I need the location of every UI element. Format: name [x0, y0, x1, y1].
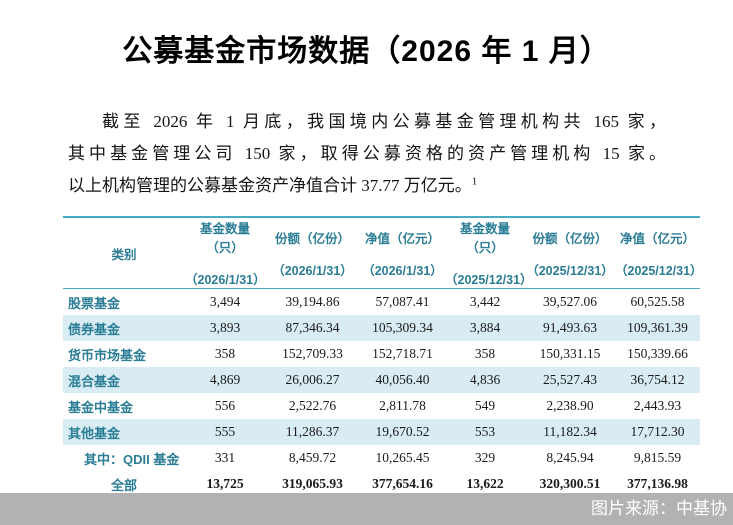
- cell: 2,811.78: [379, 398, 426, 413]
- cell: 2,522.76: [288, 398, 337, 413]
- cell: 39,194.86: [285, 294, 340, 309]
- column-header-nav-2025: 净值（亿元） （2025/12/31）: [615, 217, 703, 289]
- column-date: （2026/1/31）: [272, 263, 353, 278]
- row-label: 全部: [110, 477, 137, 493]
- cell: 26,006.27: [285, 372, 340, 387]
- cell: 87,346.34: [285, 320, 340, 335]
- cell: 555: [214, 424, 236, 439]
- paragraph-line-3-text: 以上机构管理的公募基金资产净值合计 37.77 万亿元。: [68, 176, 472, 195]
- cell: 3,893: [209, 320, 241, 335]
- cell: 10,265.45: [375, 450, 430, 465]
- cell: 3,884: [469, 320, 501, 335]
- column-date: （2025/12/31）: [445, 273, 533, 287]
- row-label: 混合基金: [68, 373, 121, 389]
- cell: 40,056.40: [375, 372, 430, 387]
- column-header-shares-2025: 份额（亿份） （2025/12/31）: [525, 217, 615, 289]
- cell: 2,238.90: [546, 398, 594, 413]
- cell: 150,331.15: [539, 346, 601, 361]
- cell: 8,459.72: [288, 450, 337, 465]
- cell: 17,712.30: [630, 424, 685, 439]
- cell: 109,361.39: [627, 320, 688, 335]
- cell: 13,622: [466, 476, 504, 491]
- column-date: （2025/12/31）: [615, 263, 703, 278]
- cell: 556: [214, 398, 236, 413]
- cell: 36,754.12: [630, 372, 685, 387]
- cell: 11,286.37: [285, 424, 340, 439]
- paragraph-line-3: 以上机构管理的公募基金资产净值合计 37.77 万亿元。1: [68, 170, 666, 202]
- cell: 152,718.71: [372, 346, 433, 361]
- cell: 152,709.33: [282, 346, 343, 361]
- page-title: 公募基金市场数据（2026 年 1 月）: [122, 35, 611, 68]
- column-title: 基金数量（只）: [199, 222, 250, 255]
- row-label: 货币市场基金: [68, 347, 147, 363]
- table-header-row: 类别 基金数量（只） （2026/1/31） 份额（亿份） （2026/1/31） …: [63, 217, 703, 289]
- column-title: 份额（亿份）: [274, 231, 350, 246]
- cell: 57,087.41: [375, 294, 430, 309]
- column-header-count-2025: 基金数量（只） （2025/12/31）: [445, 217, 533, 289]
- table-row-money-market: 货币市场基金 358 152,709.33 152,718.71 358 150…: [63, 341, 700, 367]
- cell: 358: [214, 346, 236, 361]
- cell: 3,442: [469, 294, 501, 309]
- row-label: 其他基金: [68, 425, 121, 441]
- cell: 4,836: [469, 372, 501, 387]
- table-row-other: 其他基金 555 11,286.37 19,670.52 553 11,182.…: [63, 419, 700, 445]
- cell: 150,339.66: [627, 346, 688, 361]
- cell: 60,525.58: [630, 294, 685, 309]
- cell: 2,443.93: [633, 398, 682, 413]
- cell: 91,493.63: [543, 320, 597, 335]
- row-label: 其中：QDII 基金: [84, 451, 180, 467]
- cell: 19,670.52: [375, 424, 430, 439]
- cell: 25,527.43: [543, 372, 597, 387]
- column-date: （2026/1/31）: [362, 263, 443, 278]
- paragraph-line-1: 截至 2026 年 1 月底，我国境内公募基金管理机构共 165 家，: [102, 112, 666, 131]
- cell: 329: [474, 450, 496, 465]
- cell: 39,527.06: [543, 294, 597, 309]
- cell: 8,245.94: [546, 450, 594, 465]
- cell: 13,725: [206, 476, 244, 491]
- row-label: 债券基金: [68, 321, 121, 337]
- fund-data-table: 类别 基金数量（只） （2026/1/31） 份额（亿份） （2026/1/31） …: [63, 216, 703, 499]
- image-source-label: 图片来源：中基协: [591, 499, 727, 518]
- cell: 3,494: [209, 294, 241, 309]
- cell: 320,300.51: [539, 476, 601, 491]
- table-row-total: 全部 13,725 319,065.93 377,654.16 13,622 3…: [63, 471, 700, 498]
- footnote-marker: 1: [471, 175, 478, 188]
- cell: 553: [474, 424, 496, 439]
- table-row-qdii: 其中：QDII 基金 331 8,459.72 10,265.45 329 8,…: [63, 445, 700, 471]
- cell: 9,815.59: [633, 450, 682, 465]
- column-date: （2025/12/31）: [526, 263, 614, 278]
- cell: 331: [214, 450, 236, 465]
- row-label: 基金中基金: [68, 399, 134, 415]
- cell: 4,869: [209, 372, 241, 387]
- column-title: 份额（亿份）: [532, 231, 608, 246]
- table-row-hybrid: 混合基金 4,869 26,006.27 40,056.40 4,836 25,…: [63, 367, 700, 393]
- column-title: 基金数量（只）: [459, 222, 510, 255]
- intro-paragraph: 截至 2026 年 1 月底，我国境内公募基金管理机构共 165 家， 其中基金…: [68, 106, 666, 202]
- cell: 377,654.16: [372, 476, 433, 491]
- paragraph-line-2: 其中基金管理公司 150 家，取得公募资格的资产管理机构 15 家。: [68, 144, 666, 163]
- cell: 105,309.34: [372, 320, 433, 335]
- table-row-equity: 股票基金 3,494 39,194.86 57,087.41 3,442 39,…: [63, 289, 700, 316]
- column-header-shares-2026: 份额（亿份） （2026/1/31）: [265, 217, 360, 289]
- image-source-bar: 图片来源：中基协: [0, 493, 733, 525]
- column-title: 净值（亿元）: [364, 231, 440, 246]
- column-date: （2026/1/31）: [185, 273, 266, 287]
- cell: 11,182.34: [543, 424, 597, 439]
- column-header-count-2026: 基金数量（只） （2026/1/31）: [185, 217, 266, 289]
- cell: 358: [474, 346, 496, 361]
- column-title: 净值（亿元）: [619, 231, 695, 246]
- table-row-bond: 债券基金 3,893 87,346.34 105,309.34 3,884 91…: [63, 315, 700, 341]
- row-label: 股票基金: [68, 295, 121, 311]
- table-row-fof: 基金中基金 556 2,522.76 2,811.78 549 2,238.90…: [63, 393, 700, 419]
- column-header-nav-2026: 净值（亿元） （2026/1/31）: [360, 217, 445, 289]
- column-header-category: 类别: [63, 217, 185, 289]
- cell: 377,136.98: [627, 476, 688, 491]
- cell: 319,065.93: [282, 476, 343, 491]
- cell: 549: [474, 398, 496, 413]
